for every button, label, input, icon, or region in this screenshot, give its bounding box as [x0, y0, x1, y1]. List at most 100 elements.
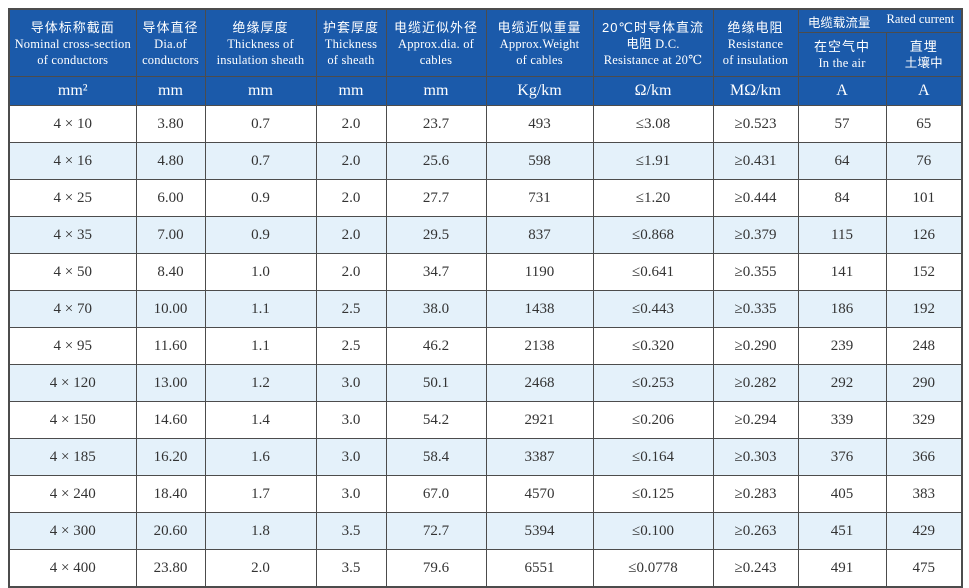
- table-cell: ≥0.263: [712, 512, 799, 550]
- header-line: 绝缘厚度: [232, 19, 289, 35]
- table-cell: 8.40: [135, 253, 206, 291]
- table-cell: 4 × 25: [8, 179, 137, 217]
- table-row: 4 × 400 23.80 2.0 3.5 79.6 6551 ≤0.0778 ≥0.243 4…: [8, 549, 963, 588]
- table-cell: 11.60: [135, 327, 206, 365]
- table-cell: 2.0: [315, 216, 387, 254]
- table-cell: 23.80: [135, 549, 206, 588]
- table-cell: ≤0.125: [592, 475, 714, 513]
- table-cell: 2468: [485, 364, 594, 402]
- table-cell: ≤3.08: [592, 105, 714, 143]
- header-line: In the air: [818, 56, 866, 70]
- table-cell: 1.4: [204, 401, 317, 439]
- table-cell: 3.5: [315, 512, 387, 550]
- table-cell: 29.5: [385, 216, 487, 254]
- table-cell: ≤0.100: [592, 512, 714, 550]
- table-cell: ≤1.20: [592, 179, 714, 217]
- table-row: 4 × 240 18.40 1.7 3.0 67.0 4570 ≤0.125 ≥0.283 40…: [8, 475, 963, 513]
- table-cell: 1.7: [204, 475, 317, 513]
- table-cell: 3.0: [315, 475, 387, 513]
- header-line: 在空气中: [813, 39, 870, 54]
- table-cell: 6.00: [135, 179, 206, 217]
- table-cell: 731: [485, 179, 594, 217]
- table-cell: 1438: [485, 290, 594, 328]
- table-cell: ≤0.253: [592, 364, 714, 402]
- table-cell: 837: [485, 216, 594, 254]
- table-header: 导体标称截面 Nominal cross-section of conductors…: [8, 8, 963, 106]
- column-header-sheath-thickness: 护套厚度 Thickness of sheath: [315, 8, 387, 77]
- table-cell: 64: [797, 142, 887, 180]
- table-cell: 1.6: [204, 438, 317, 476]
- header-line: Thickness of: [227, 36, 294, 51]
- table-cell: 1.1: [204, 327, 317, 365]
- table-cell: 0.9: [204, 179, 317, 217]
- table-cell: ≥0.290: [712, 327, 799, 365]
- header-line: cables: [419, 52, 453, 67]
- table-cell: 383: [885, 475, 963, 513]
- table-row: 4 × 70 10.00 1.1 2.5 38.0 1438 ≤0.443 ≥0.335 186…: [8, 290, 963, 328]
- table-cell: 451: [797, 512, 887, 550]
- unit-cell: mm: [315, 76, 387, 106]
- table-cell: 54.2: [385, 401, 487, 439]
- column-header-buried: 直埋 土壤中: [885, 32, 963, 77]
- column-group-rated-current: 电缆载流量 Rated current: [797, 8, 963, 33]
- table-row: 4 × 50 8.40 1.0 2.0 34.7 1190 ≤0.641 ≥0.355 141 1…: [8, 253, 963, 291]
- table-cell: ≥0.523: [712, 105, 799, 143]
- table-cell: 4570: [485, 475, 594, 513]
- table-cell: 429: [885, 512, 963, 550]
- table-cell: 2138: [485, 327, 594, 365]
- table-cell: 0.9: [204, 216, 317, 254]
- table-cell: 67.0: [385, 475, 487, 513]
- table-cell: 57: [797, 105, 887, 143]
- header-line: of sheath: [327, 52, 375, 67]
- unit-cell: mm: [385, 76, 487, 106]
- table-cell: 25.6: [385, 142, 487, 180]
- table-cell: 46.2: [385, 327, 487, 365]
- table-cell: ≥0.431: [712, 142, 799, 180]
- table-cell: 4 × 240: [8, 475, 137, 513]
- table-cell: 248: [885, 327, 963, 365]
- column-header-conductor-diameter: 导体直径 Dia.of conductors: [135, 8, 206, 77]
- table-cell: 23.7: [385, 105, 487, 143]
- table-cell: 290: [885, 364, 963, 402]
- table-cell: 2.0: [315, 105, 387, 143]
- table-cell: ≤0.641: [592, 253, 714, 291]
- unit-cell: mm: [135, 76, 206, 106]
- table-cell: 4 × 10: [8, 105, 137, 143]
- group-label-rated-current-en: Rated current: [886, 11, 955, 26]
- column-header-cross-section: 导体标称截面 Nominal cross-section of conductors: [8, 8, 137, 77]
- table-cell: 4 × 35: [8, 216, 137, 254]
- header-line: 导体标称截面: [30, 19, 115, 35]
- table-cell: 126: [885, 216, 963, 254]
- table-cell: 2921: [485, 401, 594, 439]
- table-cell: ≥0.283: [712, 475, 799, 513]
- unit-cell: mm: [204, 76, 317, 106]
- table-cell: 72.7: [385, 512, 487, 550]
- table-cell: 376: [797, 438, 887, 476]
- table-cell: 0.7: [204, 142, 317, 180]
- table-cell: 475: [885, 549, 963, 588]
- table-cell: 4 × 185: [8, 438, 137, 476]
- header-line: Resistance: [727, 36, 784, 51]
- header-line: of cables: [516, 52, 563, 67]
- table-cell: 65: [885, 105, 963, 143]
- unit-cell: A: [797, 76, 887, 106]
- table-cell: 329: [885, 401, 963, 439]
- table-cell: 598: [485, 142, 594, 180]
- table-cell: 3.80: [135, 105, 206, 143]
- table-cell: 101: [885, 179, 963, 217]
- cable-spec-table: 导体标称截面 Nominal cross-section of conductors…: [8, 8, 964, 588]
- table-cell: 13.00: [135, 364, 206, 402]
- table-cell: ≥0.243: [712, 549, 799, 588]
- table-cell: 4 × 150: [8, 401, 137, 439]
- table-cell: 405: [797, 475, 887, 513]
- table-cell: 20.60: [135, 512, 206, 550]
- table-row: 4 × 300 20.60 1.8 3.5 72.7 5394 ≤0.100 ≥0.263 45…: [8, 512, 963, 550]
- table-cell: 4 × 16: [8, 142, 137, 180]
- table-cell: 58.4: [385, 438, 487, 476]
- header-line: 导体直径: [142, 19, 199, 35]
- table-row: 4 × 150 14.60 1.4 3.0 54.2 2921 ≤0.206 ≥0.294 33…: [8, 401, 963, 439]
- table-cell: ≥0.355: [712, 253, 799, 291]
- table-cell: 4 × 400: [8, 549, 137, 588]
- header-line: 护套厚度: [322, 19, 379, 35]
